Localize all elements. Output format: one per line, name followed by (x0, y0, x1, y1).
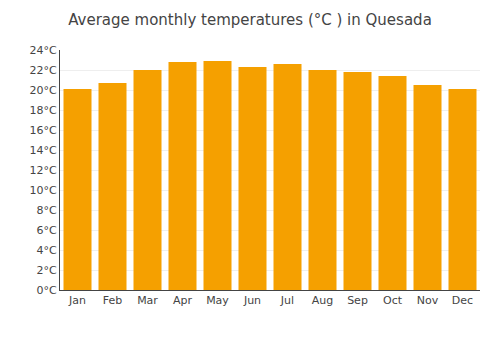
svg-text:6°C: 6°C (37, 224, 57, 237)
svg-text:Aug: Aug (312, 294, 333, 307)
svg-text:Jun: Jun (243, 294, 261, 307)
svg-text:Average monthly temperatures (: Average monthly temperatures (°C ) in Qu… (68, 11, 432, 29)
svg-text:12°C: 12°C (30, 164, 57, 177)
svg-text:Jul: Jul (280, 294, 294, 307)
svg-text:Apr: Apr (173, 294, 193, 307)
svg-text:Mar: Mar (137, 294, 158, 307)
svg-text:20°C: 20°C (30, 84, 57, 97)
svg-text:Nov: Nov (417, 294, 439, 307)
svg-text:2°C: 2°C (37, 264, 57, 277)
svg-text:4°C: 4°C (37, 244, 57, 257)
svg-text:14°C: 14°C (30, 144, 57, 157)
svg-text:22°C: 22°C (30, 64, 57, 77)
svg-text:18°C: 18°C (30, 104, 57, 117)
svg-text:8°C: 8°C (37, 204, 57, 217)
svg-text:Sep: Sep (347, 294, 368, 307)
svg-text:May: May (206, 294, 229, 307)
svg-text:Dec: Dec (452, 294, 473, 307)
svg-text:Jan: Jan (68, 294, 86, 307)
svg-text:16°C: 16°C (30, 124, 57, 137)
svg-text:Feb: Feb (103, 294, 122, 307)
svg-text:Oct: Oct (383, 294, 403, 307)
svg-text:24°C: 24°C (30, 44, 57, 57)
svg-text:0°C: 0°C (37, 284, 57, 297)
svg-text:10°C: 10°C (30, 184, 57, 197)
